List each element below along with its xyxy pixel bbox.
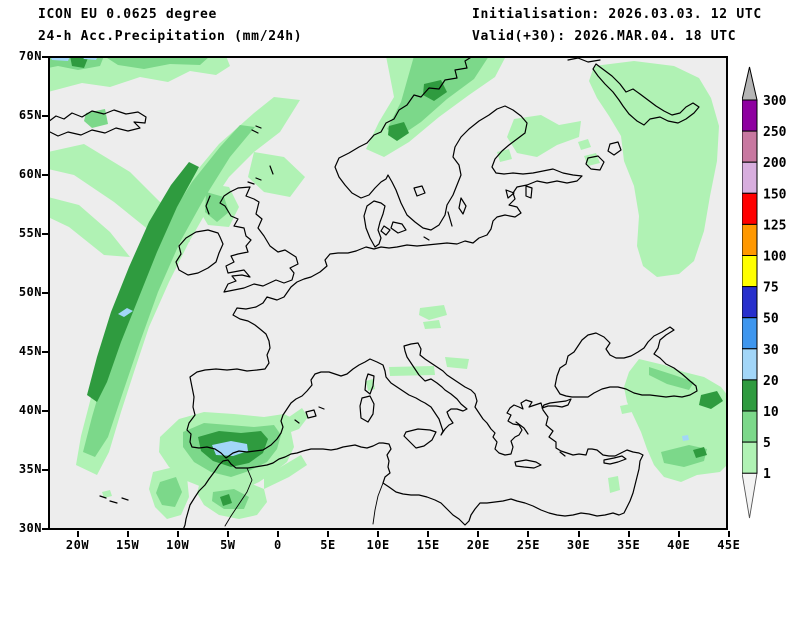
lat-tick-label: 30N [18, 521, 42, 535]
lat-tick-label: 50N [18, 285, 42, 299]
lat-tick [42, 233, 48, 235]
lon-tick-label: 25E [516, 538, 540, 552]
precipitation-colorbar: 300 250 200 150 125 100 75 50 30 20 10 5 1 [742, 66, 787, 519]
lat-tick [42, 115, 48, 117]
lat-tick [42, 351, 48, 353]
colorbar-block [742, 192, 758, 225]
lat-tick [42, 528, 48, 530]
lon-tick-label: 40E [667, 538, 691, 552]
lon-tick-label: 15E [416, 538, 440, 552]
lon-tick-label: 15W [116, 538, 140, 552]
colorbar-block [742, 99, 758, 132]
colorbar-level-label: 30 [763, 343, 779, 358]
colorbar-level-label: 200 [763, 156, 787, 171]
lon-tick-label: 35E [617, 538, 641, 552]
lon-tick [126, 531, 129, 537]
lon-tick [577, 531, 580, 537]
lon-tick-label: 45E [717, 538, 741, 552]
colorbar-underflow-arrow [742, 472, 758, 519]
lat-tick-label: 65N [18, 108, 42, 122]
map-canvas [47, 55, 728, 531]
colorbar-block [742, 255, 758, 288]
lon-tick [727, 531, 730, 537]
colorbar-block [742, 223, 758, 256]
colorbar-level-label: 250 [763, 125, 787, 140]
lat-tick-label: 70N [18, 49, 42, 63]
lon-tick-label: 30E [566, 538, 591, 552]
colorbar-level-label: 125 [763, 218, 786, 233]
lat-tick-label: 60N [18, 167, 42, 181]
colorbar-level-label: 75 [763, 281, 779, 296]
lat-tick-label: 40N [18, 403, 42, 417]
lon-tick-label: 5W [220, 538, 236, 552]
lon-tick [76, 531, 79, 537]
colorbar-level-label: 50 [763, 312, 779, 327]
lon-tick-label: 10E [366, 538, 390, 552]
lon-tick-label: 5E [320, 538, 336, 552]
colorbar-level-label: 100 [763, 250, 787, 265]
lat-tick [42, 174, 48, 176]
coastlines [47, 55, 700, 531]
colorbar-level-label: 5 [763, 436, 771, 451]
lon-tick-label: 20W [65, 538, 90, 552]
colorbar-level-label: 150 [763, 187, 787, 202]
lon-tick [276, 531, 279, 537]
colorbar-level-label: 1 [763, 467, 771, 482]
lon-tick [377, 531, 380, 537]
colorbar-level-label: 20 [763, 374, 779, 389]
lat-tick [42, 469, 48, 471]
lon-tick-label: 10W [166, 538, 190, 552]
colorbar-level-label: 10 [763, 405, 779, 420]
lat-tick [42, 292, 48, 294]
valid-time-label: Valid(+30): 2026.MAR.04. 18 UTC [472, 29, 737, 44]
variable-title: 24-h Acc.Precipitation (mm/24h) [38, 29, 303, 44]
colorbar-block [742, 410, 758, 443]
colorbar-block [742, 130, 758, 163]
map-border [48, 56, 728, 530]
lon-tick-label: 0 [274, 538, 282, 552]
colorbar-block [742, 348, 758, 381]
lat-tick [42, 56, 48, 58]
lon-tick [477, 531, 480, 537]
colorbar-block [742, 379, 758, 412]
lon-tick [527, 531, 530, 537]
lon-tick-label: 20E [466, 538, 490, 552]
colorbar-block [742, 161, 758, 194]
colorbar-block [742, 441, 758, 474]
lon-tick [327, 531, 329, 537]
model-title: ICON EU 0.0625 degree [38, 7, 218, 22]
lon-tick [677, 531, 680, 537]
colorbar-labels: 300 250 200 150 125 100 75 50 30 20 10 5 1 [763, 94, 787, 482]
colorbar-block [742, 286, 758, 319]
lat-tick [42, 410, 48, 412]
colorbar-block [742, 317, 758, 350]
lon-tick [427, 531, 430, 537]
init-time-label: Initialisation: 2026.03.03. 12 UTC [472, 7, 762, 22]
lon-tick [226, 531, 229, 537]
lat-tick-label: 45N [18, 344, 42, 358]
lon-tick [627, 531, 630, 537]
europe-precipitation-map [47, 55, 728, 531]
lat-tick-label: 35N [18, 462, 42, 476]
lon-tick [176, 531, 179, 537]
lat-tick-label: 55N [18, 226, 42, 240]
colorbar-level-label: 300 [763, 94, 787, 109]
colorbar-blocks [742, 99, 758, 474]
colorbar-overflow-arrow [742, 66, 758, 101]
